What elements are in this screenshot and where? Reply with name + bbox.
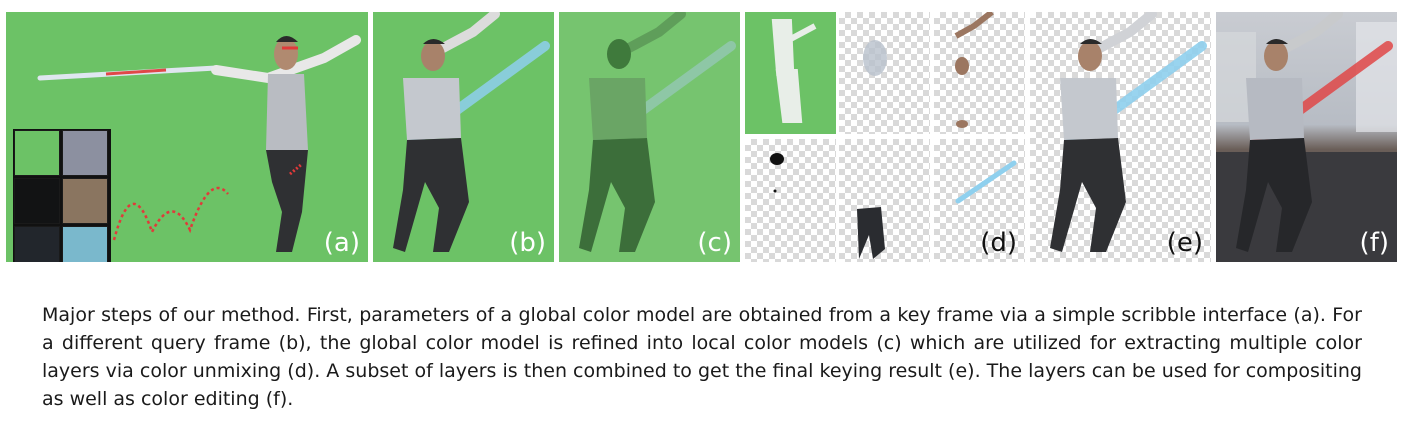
color-swatch-grid (13, 129, 111, 262)
panel-a-key-frame: (a) (6, 12, 368, 262)
person-figure-f (1216, 12, 1397, 262)
panel-label: (f) (1359, 228, 1389, 258)
method-figure: (a) (b) (c) (6, 12, 1397, 262)
swatch-dark-gray (14, 226, 60, 262)
swatch-black (14, 178, 60, 224)
panel-b-query-frame: (b) (373, 12, 554, 262)
figure-caption: Major steps of our method. First, parame… (42, 304, 1362, 410)
layer-dark (839, 139, 930, 262)
panel-label: (e) (1166, 228, 1203, 258)
layer-blue (934, 139, 1025, 262)
swatch-brown (62, 178, 108, 224)
panel-label: (b) (509, 228, 546, 258)
panel-label: (d) (980, 228, 1017, 258)
person-figure-a (37, 35, 361, 252)
panel-e-keying-result: (e) (1030, 12, 1211, 262)
swatch-green (14, 130, 60, 176)
layer-black (745, 139, 836, 262)
layer-gray (839, 12, 930, 134)
panel-c-local-models: (c) (559, 12, 740, 262)
segment-map (579, 12, 736, 252)
panel-label: (a) (323, 228, 360, 258)
panel-label: (c) (697, 228, 732, 258)
person-figure-e (1050, 12, 1207, 252)
swatch-gray (62, 130, 108, 176)
layer-green (745, 12, 836, 134)
layer-skin (934, 12, 1025, 134)
swatch-light-blue (62, 226, 108, 262)
panel-d-color-layers: (d) (745, 12, 1025, 262)
panel-f-compositing: (f) (1216, 12, 1397, 262)
person-figure-b (393, 12, 550, 252)
